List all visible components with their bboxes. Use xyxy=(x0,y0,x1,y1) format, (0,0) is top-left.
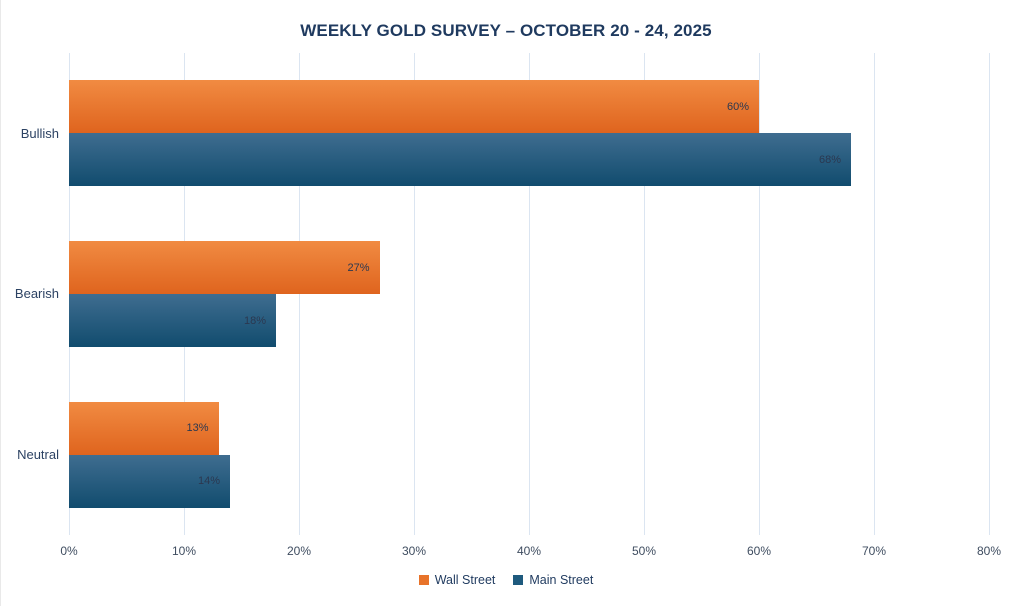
legend-label: Wall Street xyxy=(434,573,496,587)
data-label: 68% xyxy=(818,153,841,166)
x-tick-label: 50% xyxy=(631,544,657,558)
category-label-bearish: Bearish xyxy=(14,286,59,302)
bar-bullish-wall-street: 60% xyxy=(69,80,759,134)
bar-bullish-main-street: 68% xyxy=(69,133,851,187)
x-tick-label: 40% xyxy=(516,544,542,558)
x-tick-label: 20% xyxy=(286,544,312,558)
gridline xyxy=(644,53,645,535)
bar-neutral-wall-street: 13% xyxy=(69,401,219,455)
plot-area: 60% 68% 27% 18% 13% 14% xyxy=(69,53,990,535)
legend-swatch-icon xyxy=(513,575,524,585)
category-label-neutral: Neutral xyxy=(17,447,59,463)
gridline xyxy=(989,53,990,535)
data-label: 27% xyxy=(347,261,370,274)
gridline xyxy=(874,53,875,535)
legend-label: Main Street xyxy=(529,573,594,587)
gridline xyxy=(759,53,760,535)
bar-bearish-wall-street: 27% xyxy=(69,241,380,294)
bar-neutral-main-street: 14% xyxy=(69,454,230,508)
x-tick-label: 70% xyxy=(861,544,887,558)
gridline xyxy=(414,53,415,535)
x-tick-label: 0% xyxy=(60,544,78,558)
data-label: 13% xyxy=(186,422,209,435)
data-label: 60% xyxy=(726,100,749,113)
gridline xyxy=(299,53,300,535)
chart-title: WEEKLY GOLD SURVEY – OCTOBER 20 - 24, 20… xyxy=(300,21,712,40)
legend: Wall Street Main Street xyxy=(1,573,1010,587)
x-tick-label: 80% xyxy=(976,544,1002,558)
gridline xyxy=(529,53,530,535)
category-label-bullish: Bullish xyxy=(20,125,59,141)
x-tick-label: 30% xyxy=(401,544,427,558)
data-label: 18% xyxy=(243,314,266,327)
legend-swatch-icon xyxy=(418,575,429,585)
legend-item-wall-street: Wall Street xyxy=(418,573,496,587)
bar-bearish-main-street: 18% xyxy=(69,294,276,347)
legend-item-main-street: Main Street xyxy=(513,573,593,587)
x-tick-label: 10% xyxy=(171,544,197,558)
data-label: 14% xyxy=(197,475,220,488)
x-tick-label: 60% xyxy=(746,544,772,558)
